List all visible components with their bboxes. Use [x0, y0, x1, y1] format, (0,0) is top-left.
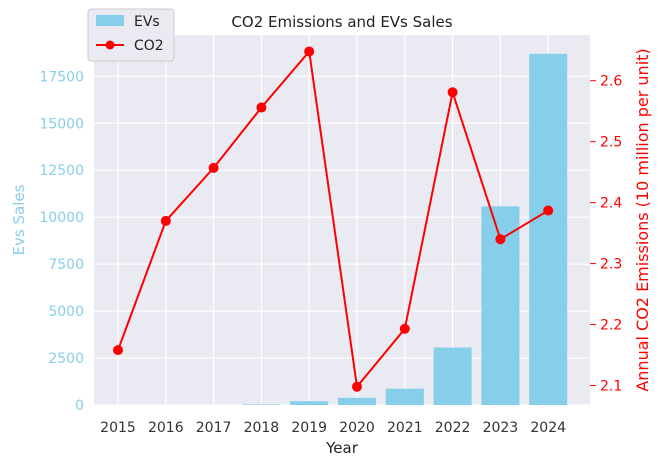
left-tick-label: 5000 — [48, 304, 84, 320]
bars — [242, 53, 568, 405]
x-tick-label: 2020 — [339, 420, 375, 436]
legend-evs-label: EVs — [134, 14, 160, 30]
legend-co2-label: CO2 — [134, 38, 164, 54]
left-tick-label: 17500 — [39, 69, 84, 85]
co2-point-2016 — [160, 215, 171, 226]
bar-evs-2019 — [290, 401, 329, 405]
right-tick-label: 2.2 — [600, 318, 622, 334]
x-ticks: 2015 2016 2017 2018 2019 2020 2021 2022 2023 2024 — [100, 420, 566, 436]
co2-point-2020 — [352, 381, 362, 392]
right-tick-label: 2.1 — [600, 378, 622, 394]
x-tick-label: 2019 — [291, 420, 327, 436]
co2-point-2023 — [495, 234, 506, 245]
x-tick-label: 2023 — [483, 420, 519, 436]
co2-point-2022 — [447, 87, 458, 98]
x-tick-label: 2015 — [100, 420, 136, 436]
right-tick-label: 2.6 — [600, 74, 622, 90]
left-tick-label: 12500 — [39, 163, 84, 179]
x-axis-label: Year — [325, 439, 359, 457]
co2-line — [113, 46, 554, 392]
right-tick-label: 2.5 — [600, 135, 622, 151]
bar-evs-2018 — [242, 404, 281, 405]
left-tick-label: 10000 — [39, 210, 84, 226]
bar-evs-2021 — [385, 388, 424, 405]
chart-title: CO2 Emissions and EVs Sales — [231, 13, 452, 31]
right-axis-label: Annual CO2 Emissions (10 million per uni… — [633, 48, 652, 391]
co2-point-2015 — [113, 345, 123, 356]
right-tick-label: 2.4 — [600, 196, 622, 212]
bar-evs-2020 — [338, 397, 376, 405]
left-tick-label: 7500 — [48, 257, 84, 273]
x-tick-label: 2024 — [530, 420, 566, 436]
co2-point-2024 — [543, 205, 554, 216]
right-tick-label: 2.3 — [600, 257, 622, 273]
legend-evs-swatch — [96, 15, 124, 26]
co2-point-2018 — [256, 102, 267, 113]
right-ticks: 2.1 2.2 2.3 2.4 2.5 2.6 — [590, 74, 622, 394]
left-tick-label: 2500 — [48, 351, 84, 367]
left-tick-label: 15000 — [39, 116, 84, 132]
left-tick-label: 0 — [75, 398, 84, 414]
legend: EVs CO2 — [87, 8, 175, 62]
bar-evs-2024 — [529, 53, 568, 405]
left-axis-label: Evs Sales — [10, 184, 28, 255]
x-tick-label: 2017 — [196, 420, 232, 436]
co2-point-2019 — [304, 46, 315, 57]
x-tick-label: 2022 — [435, 420, 471, 436]
x-tick-label: 2016 — [148, 420, 184, 436]
co2-point-2021 — [399, 323, 410, 334]
x-tick-label: 2018 — [244, 420, 280, 436]
legend-co2-marker — [105, 40, 115, 50]
co2-point-2017 — [208, 162, 219, 173]
co2-series-line — [117, 49, 549, 390]
bar-evs-2022 — [433, 347, 472, 405]
x-tick-label: 2021 — [387, 420, 423, 436]
left-ticks: 0 2500 5000 7500 10000 12500 15000 17500 — [39, 69, 84, 414]
